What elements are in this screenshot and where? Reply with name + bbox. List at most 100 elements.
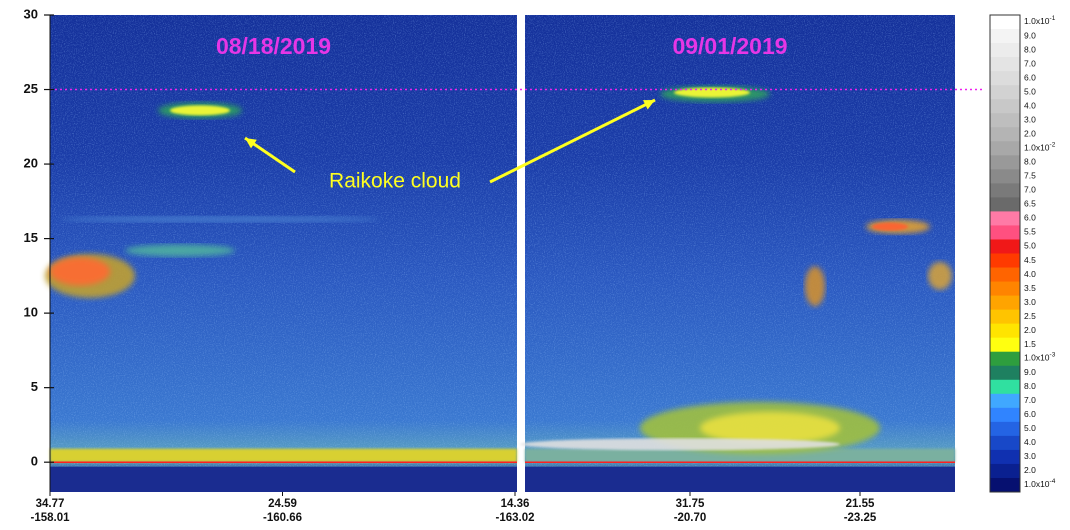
y-axis: 0 5 10 15 20 25 30 — [24, 6, 54, 492]
cloud-feature — [520, 438, 840, 451]
colorbar-label: 7.0 — [1024, 58, 1036, 68]
colorbar-label: 5.0 — [1024, 241, 1036, 251]
x-tick-lat: 24.59 — [268, 498, 297, 510]
colorbar-label: 5.5 — [1024, 227, 1036, 237]
colorbar-label: 4.0 — [1024, 437, 1036, 447]
colorbar-swatch — [990, 477, 1020, 493]
x-tick-lat: 21.55 — [846, 498, 875, 510]
label-exponent: -4 — [1050, 478, 1056, 485]
colorbar-swatch — [990, 365, 1020, 381]
colorbar-swatch — [990, 351, 1020, 367]
colorbar-label: 4.5 — [1024, 255, 1036, 265]
label-base: 1.0x10 — [1024, 16, 1050, 26]
panel-date: 09/01/2019 — [672, 33, 787, 59]
colorbar-label: 9.0 — [1024, 30, 1036, 40]
colorbar-label: 8.0 — [1024, 381, 1036, 391]
colorbar-label: 5.0 — [1024, 86, 1036, 96]
panel-noise — [50, 15, 517, 492]
colorbar-swatch — [990, 57, 1020, 72]
colorbar-label: 2.5 — [1024, 311, 1036, 321]
colorbar-swatch — [990, 421, 1020, 437]
colorbar-label: 1.0x10-4 — [1024, 478, 1056, 490]
label-exponent: -1 — [1050, 15, 1056, 22]
arrow-head — [245, 138, 257, 149]
x-tick-lon: -23.25 — [844, 512, 877, 524]
arrow-head — [643, 100, 655, 110]
colorbar-swatch — [990, 295, 1020, 311]
x-tick-lat: 34.77 — [36, 498, 65, 510]
colorbar-label: 1.5 — [1024, 339, 1036, 349]
colorbar-label: 4.0 — [1024, 269, 1036, 279]
arrow-shaft — [489, 98, 656, 184]
colorbar-swatch — [990, 113, 1020, 128]
y-tick-label: 0 — [31, 454, 38, 469]
label-base: 1.0x10 — [1024, 479, 1050, 489]
colorbar-swatch — [990, 253, 1020, 269]
colorbar-swatch — [990, 225, 1020, 240]
cloud-feature — [928, 261, 952, 290]
cloud-feature — [170, 105, 230, 116]
colorbar-swatch — [990, 183, 1020, 198]
colorbar-swatch — [990, 141, 1020, 156]
surface-band — [525, 448, 955, 463]
colorbar-label: 2.0 — [1024, 325, 1036, 335]
y-tick-label: 15 — [24, 230, 38, 245]
below-surface — [525, 466, 955, 492]
colorbar-swatch — [990, 211, 1020, 226]
panel-date: 08/18/2019 — [216, 33, 331, 59]
below-surface — [50, 466, 517, 492]
colorbar-swatch — [990, 323, 1020, 339]
colorbar-swatch — [990, 169, 1020, 184]
colorbar-swatch — [990, 15, 1020, 30]
colorbar-label: 1.0x10-3 — [1024, 351, 1056, 363]
annotation: Raikoke cloud — [329, 170, 461, 193]
panels: 08/18/2019 34.77 -158.01 24.59 -160.66 14.36 -… — [30, 15, 985, 524]
label-exponent: -2 — [1050, 141, 1056, 148]
colorbar: 1.0x10-19.08.07.06.05.04.03.02.01.0x10-2… — [989, 14, 1056, 493]
colorbar-swatch — [990, 449, 1020, 465]
colorbar-label: 7.0 — [1024, 395, 1036, 405]
cloud-feature — [125, 244, 235, 257]
colorbar-swatch — [990, 239, 1020, 254]
colorbar-label: 6.5 — [1024, 199, 1036, 209]
colorbar-label: 6.0 — [1024, 213, 1036, 223]
x-tick-lon: -20.70 — [674, 512, 707, 524]
cloud-feature — [60, 216, 380, 223]
colorbar-swatch — [990, 379, 1020, 395]
cloud-feature — [872, 222, 908, 231]
colorbar-swatch — [990, 267, 1020, 283]
colorbar-swatch — [990, 309, 1020, 325]
surface-band — [50, 448, 517, 463]
colorbar-label: 8.0 — [1024, 157, 1036, 167]
colorbar-swatch — [990, 127, 1020, 142]
colorbar-label: 9.0 — [1024, 367, 1036, 377]
colorbar-swatch — [990, 85, 1020, 100]
cloud-feature — [700, 411, 840, 444]
colorbar-label: 8.0 — [1024, 44, 1036, 54]
x-tick-lon: -158.01 — [30, 512, 70, 524]
colorbar-label: 1.0x10-1 — [1024, 15, 1056, 27]
colorbar-label: 5.0 — [1024, 423, 1036, 433]
colorbar-swatch — [990, 197, 1020, 212]
colorbar-swatch — [990, 99, 1020, 114]
y-tick-label: 10 — [24, 305, 38, 320]
colorbar-swatch — [990, 407, 1020, 423]
colorbar-frame — [989, 14, 1021, 493]
y-tick-label: 25 — [24, 81, 38, 96]
label-base: 1.0x10 — [1024, 143, 1050, 153]
colorbar-swatch — [990, 393, 1020, 409]
cloud-feature — [50, 257, 110, 286]
y-tick-label: 5 — [31, 379, 38, 394]
y-tick-label: 20 — [24, 156, 38, 171]
colorbar-swatch — [990, 43, 1020, 58]
x-tick-lon: -163.02 — [495, 512, 534, 524]
colorbar-label: 3.0 — [1024, 297, 1036, 307]
colorbar-swatch — [990, 155, 1020, 170]
label-base: 1.0x10 — [1024, 353, 1050, 363]
colorbar-label: 2.0 — [1024, 129, 1036, 139]
x-tick-lat: 31.75 — [676, 498, 705, 510]
colorbar-swatch — [990, 463, 1020, 479]
colorbar-label: 4.0 — [1024, 100, 1036, 110]
colorbar-label: 3.5 — [1024, 283, 1036, 293]
